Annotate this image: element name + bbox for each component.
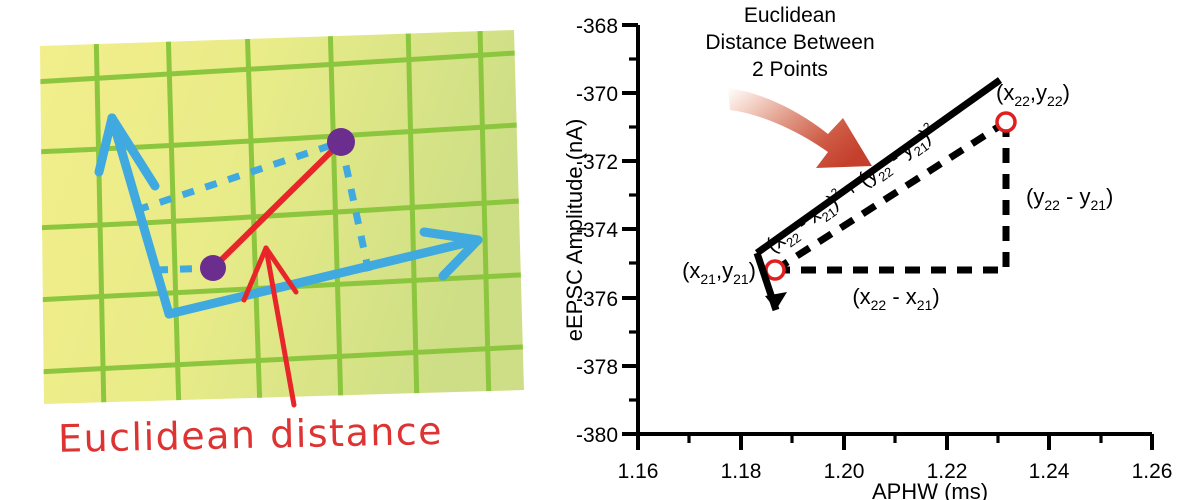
right-plot-panel: -368 -370 -372 -374 -376 -378 -380 — [560, 0, 1192, 500]
x-tick-1: 1.18 — [721, 460, 762, 483]
y-tick-4: -376 — [576, 288, 618, 311]
dash-lower-horizontal — [155, 264, 214, 274]
x-tick-2: 1.20 — [824, 460, 865, 483]
y-tick-6: -380 — [576, 424, 618, 447]
y-axis-tick-labels: -368 -370 -372 -374 -376 -378 -380 — [576, 15, 618, 447]
plot-axes — [636, 25, 1152, 436]
x-axis-shaft — [164, 235, 483, 319]
x-axis-title: APHW (ms) — [872, 479, 988, 500]
caption-pointer-arrow — [241, 245, 299, 408]
x-tick-3: 1.22 — [927, 460, 968, 483]
delta-y-label: (y22 - y21) — [1026, 184, 1113, 213]
lower-left-point — [200, 255, 226, 281]
y-axis-minor-ticks — [629, 57, 638, 402]
point-marker-upper — [995, 111, 1017, 133]
y-tick-1: -370 — [576, 83, 618, 106]
x-axis-arrow-top — [419, 227, 483, 245]
y-axis-arrow-left — [94, 113, 117, 177]
point-label-lower: (x21,y21) — [682, 258, 756, 287]
x-axis-minor-ticks — [687, 434, 1103, 443]
x-axis-tick-labels: 1.16 1.18 1.20 1.22 1.24 1.26 — [618, 460, 1173, 483]
callout-line-1: Euclidean — [744, 4, 836, 27]
delta-x-label: (x22 - x21) — [852, 284, 939, 313]
grid-paper-illustration — [40, 30, 524, 408]
x-axis-arrow-bottom — [438, 235, 483, 281]
y-tick-0: -368 — [576, 15, 618, 38]
callout-line-2: Distance Between — [705, 31, 874, 54]
x-axis-major-ticks — [636, 434, 1154, 450]
callout-text-block: Euclidean Distance Between 2 Points — [705, 4, 874, 81]
x-tick-0: 1.16 — [618, 460, 659, 483]
y-axis-major-ticks — [622, 23, 638, 436]
euclidean-distance-segment — [210, 139, 344, 271]
upper-right-point — [327, 128, 355, 156]
scatter-plot: -368 -370 -372 -374 -376 -378 -380 — [562, 4, 1173, 500]
y-axis-arrow-right — [107, 113, 160, 191]
right-triangle-dashed — [773, 119, 1010, 274]
callout-arrow-icon — [728, 88, 872, 168]
dash-upper-horizontal — [135, 138, 343, 214]
y-axis-title: eEPSC Amplitude (nA) — [562, 119, 587, 342]
callout-line-3: 2 Points — [752, 58, 828, 81]
y-tick-5: -378 — [576, 356, 618, 379]
x-tick-5: 1.26 — [1132, 460, 1173, 483]
blue-axes — [94, 113, 483, 319]
point-label-upper: (x22,y22) — [996, 80, 1070, 109]
left-illustration-panel: Euclidean distance — [0, 0, 560, 500]
point-marker-lower — [764, 259, 786, 281]
y-tick-2: -372 — [576, 151, 618, 174]
radical-leg-arrowhead — [765, 292, 787, 310]
y-axis-shaft — [107, 113, 174, 319]
x-tick-4: 1.24 — [1029, 460, 1070, 483]
hypotenuse-dashed — [773, 119, 1008, 273]
y-tick-3: -374 — [576, 219, 618, 242]
